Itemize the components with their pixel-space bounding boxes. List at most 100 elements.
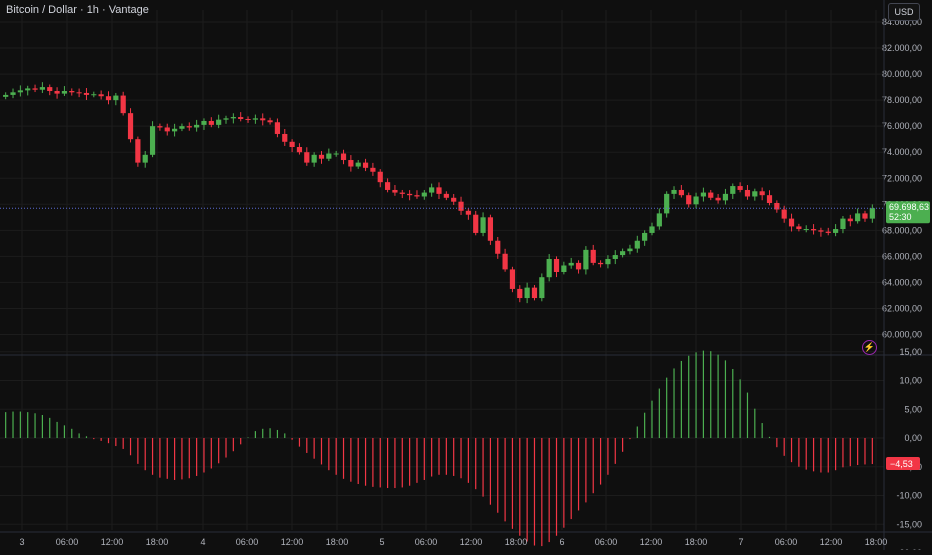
candle-body: [113, 95, 119, 101]
candle-body: [869, 208, 875, 219]
candle-body: [473, 214, 479, 233]
candle-body: [686, 195, 692, 205]
candle-body: [502, 253, 508, 270]
candle-body: [803, 229, 809, 231]
lightning-icon[interactable]: ⚡: [862, 340, 877, 355]
candle-body: [847, 218, 853, 222]
candle-body: [840, 218, 846, 230]
time-axis-label: 18:00: [865, 537, 888, 547]
time-axis-label: 18:00: [505, 537, 528, 547]
time-axis-label: 06:00: [56, 537, 79, 547]
indicator-value-label: −4,53: [890, 459, 913, 469]
time-axis-label: 7: [738, 537, 743, 547]
candle-body: [620, 251, 626, 256]
candle-body: [590, 249, 596, 263]
candle-body: [737, 186, 743, 190]
candle-body: [766, 195, 773, 203]
time-axis-label: 3: [19, 537, 24, 547]
time-axis-label: 12:00: [281, 537, 304, 547]
candle-body: [862, 213, 868, 219]
currency-button[interactable]: USD: [888, 3, 920, 21]
price-tick-label: 76.000,00: [882, 121, 922, 131]
candle-body: [267, 120, 273, 123]
candle-body: [649, 226, 655, 233]
candle-body: [524, 287, 530, 299]
candle-body: [627, 248, 633, 252]
candle-body: [715, 197, 721, 201]
candle-body: [443, 193, 449, 198]
candle-body: [326, 153, 332, 159]
indicator-tick-label: 10,00: [899, 376, 922, 386]
candle-body: [245, 119, 251, 121]
candle-body: [230, 117, 236, 119]
candle-body: [421, 192, 427, 197]
time-axis-label: 12:00: [101, 537, 124, 547]
candle-body: [436, 187, 442, 194]
price-tick-label: 74.000,00: [882, 147, 922, 157]
candle-body: [553, 258, 560, 272]
candle-body: [311, 154, 317, 163]
candle-body: [407, 193, 413, 196]
candle-body: [597, 262, 604, 265]
candle-body: [546, 258, 552, 278]
candle-body: [796, 226, 802, 230]
price-tick-label: 82.000,00: [882, 43, 922, 53]
time-axis-label: 6: [559, 537, 564, 547]
candle-body: [818, 230, 824, 232]
time-axis-label: 12:00: [640, 537, 663, 547]
candle-body: [730, 186, 736, 194]
candle-body: [693, 196, 699, 205]
candle-body: [98, 94, 104, 97]
candle-body: [179, 126, 185, 129]
candle-body: [135, 139, 141, 163]
candle-body: [260, 118, 266, 121]
candle-body: [32, 88, 38, 90]
time-axis-label: 06:00: [595, 537, 618, 547]
candle-body: [105, 96, 112, 101]
candle-body: [855, 213, 861, 222]
candle-body: [157, 126, 163, 128]
time-axis-label: 5: [379, 537, 384, 547]
time-axis-label: 06:00: [775, 537, 798, 547]
candle-body: [634, 240, 640, 249]
candle-body: [362, 162, 369, 168]
candle-body: [223, 118, 229, 120]
candle-body: [774, 202, 780, 210]
candle-body: [127, 113, 134, 140]
price-tick-label: 62.000,00: [882, 303, 922, 313]
candle-body: [781, 209, 787, 219]
candle-body: [744, 189, 751, 197]
candle-body: [201, 120, 207, 125]
candle-body: [575, 262, 582, 270]
candle-body: [384, 182, 391, 190]
candle-body: [186, 126, 192, 128]
candle-body: [54, 91, 60, 94]
candle-body: [282, 133, 288, 142]
candle-body: [238, 117, 244, 120]
candle-body: [370, 167, 376, 172]
time-axis-label: 12:00: [820, 537, 843, 547]
candle-body: [296, 147, 303, 153]
candle-body: [664, 193, 670, 214]
candle-body: [833, 229, 839, 233]
candle-body: [671, 189, 677, 194]
candle-body: [10, 92, 16, 95]
indicator-tick-label: 15,00: [899, 347, 922, 357]
price-tick-label: 60.000,00: [882, 330, 922, 340]
candle-body: [149, 126, 156, 155]
price-tick-label: 72.000,00: [882, 173, 922, 183]
price-tick-label: 68.000,00: [882, 225, 922, 235]
candle-body: [517, 288, 523, 299]
price-tick-label: 84.000,00: [882, 17, 922, 27]
candle-body: [47, 87, 53, 92]
candle-body: [208, 120, 214, 125]
candle-body: [414, 195, 420, 197]
time-axis-label: 06:00: [236, 537, 259, 547]
candle-body: [61, 91, 68, 94]
candle-body: [509, 269, 516, 289]
price-tick-label: 80.000,00: [882, 69, 922, 79]
candle-body: [17, 90, 23, 93]
candle-body: [656, 213, 662, 227]
